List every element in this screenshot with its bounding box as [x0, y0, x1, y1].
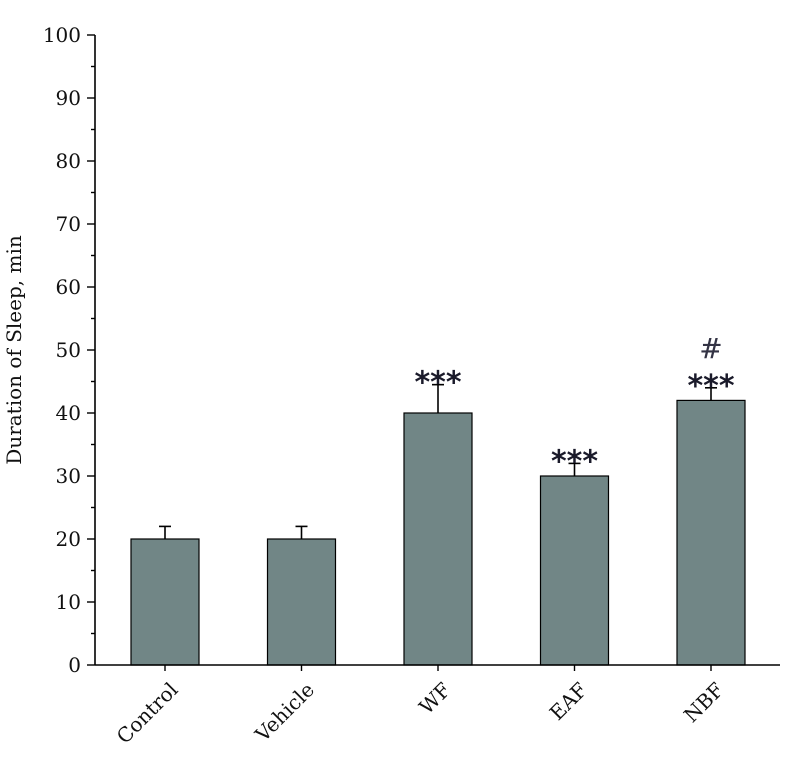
bar-nbf	[676, 399, 746, 666]
y-tick-label: 100	[43, 23, 81, 47]
y-tick-label: 40	[56, 401, 81, 425]
y-tick-label: 30	[56, 464, 81, 488]
bars	[130, 399, 746, 666]
error-bar-eaf	[568, 462, 581, 476]
error-bar-wf	[432, 383, 444, 413]
x-axis: Control Vehicle WF EAF NBF	[95, 664, 780, 749]
x-tick-label: Control	[112, 678, 183, 749]
error-bar-vehicle	[295, 525, 308, 539]
y-tick-label: 20	[56, 527, 81, 551]
y-axis-title: Duration of Sleep, min	[2, 235, 26, 465]
bar-wf	[403, 412, 473, 666]
y-tick-label: 60	[56, 275, 81, 299]
y-tick-label: 10	[56, 590, 81, 614]
error-bar-nbf	[705, 386, 717, 401]
error-bars	[159, 383, 717, 539]
y-axis: 0 10 20 30 40 50 60 70 80 90 100	[43, 23, 96, 677]
significance-markers: *** *** *** #	[414, 332, 734, 480]
y-tick-label: 80	[56, 149, 81, 173]
bar-vehicle	[266, 538, 337, 666]
y-tick-label: 50	[56, 338, 81, 362]
x-tick-label: WF	[414, 677, 455, 718]
x-tick-label: NBF	[679, 677, 729, 727]
y-tick-label: 70	[56, 212, 81, 236]
significance-label: ***	[551, 444, 598, 479]
significance-label: ***	[414, 366, 461, 401]
significance-label: ***	[687, 369, 734, 404]
y-tick-label: 90	[56, 86, 81, 110]
error-bar-control	[159, 525, 171, 539]
bar-eaf	[539, 475, 610, 666]
y-tick-label: 0	[68, 653, 81, 677]
bar-control	[130, 538, 200, 666]
x-tick-label: Vehicle	[250, 678, 319, 747]
annotation-label: #	[699, 332, 722, 365]
x-tick-label: EAF	[545, 677, 592, 724]
